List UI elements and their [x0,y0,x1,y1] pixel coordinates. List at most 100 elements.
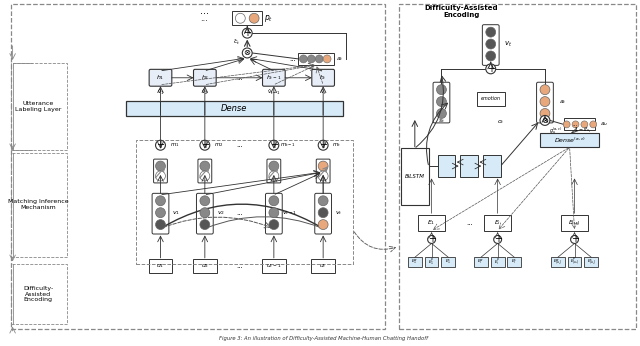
Bar [11,264,67,324]
Text: $1-tf_{u_t}$: $1-tf_{u_t}$ [575,126,593,135]
Circle shape [428,236,436,244]
Text: $E_1$: $E_1$ [428,218,436,227]
Text: Matching Inference
Mechanism: Matching Inference Mechanism [8,199,68,210]
Bar [193,259,217,273]
FancyBboxPatch shape [198,159,212,183]
Text: ...: ... [466,220,473,226]
Text: $h_1$: $h_1$ [156,73,164,82]
Text: $m_1$: $m_1$ [170,141,179,149]
Circle shape [243,48,252,58]
FancyBboxPatch shape [266,193,282,234]
Text: $\otimes$: $\otimes$ [541,116,549,125]
Bar [551,257,564,267]
Circle shape [436,109,446,118]
Circle shape [486,27,495,37]
Circle shape [540,109,550,118]
Bar [401,148,429,205]
Circle shape [200,161,210,171]
FancyBboxPatch shape [433,82,450,123]
Circle shape [540,97,550,107]
Bar [438,155,455,177]
Text: Difficulty-Assisted
Encoding: Difficulty-Assisted Encoding [424,5,498,18]
Circle shape [156,196,165,206]
Circle shape [269,220,279,229]
Circle shape [156,220,165,229]
Circle shape [318,220,328,229]
Circle shape [563,121,570,128]
Text: $v_2$: $v_2$ [216,209,225,217]
Text: Figure 3: An illustration of Difficulty-Assisted Machine-Human Chatting Handoff: Figure 3: An illustration of Difficulty-… [219,336,428,341]
Circle shape [200,196,210,206]
Bar [126,101,343,117]
Text: ...: ... [572,122,577,127]
Bar [418,215,445,230]
Circle shape [269,171,279,181]
Text: +: + [487,64,495,74]
FancyBboxPatch shape [536,82,554,123]
Bar [508,257,522,267]
Circle shape [318,196,328,206]
Text: +: + [157,140,164,150]
Text: ...: ... [200,14,208,23]
Text: $E_{|u_t|}^s$: $E_{|u_t|}^s$ [587,257,596,267]
FancyBboxPatch shape [154,159,168,183]
Bar [568,257,581,267]
Circle shape [249,13,259,23]
Bar [491,257,504,267]
Text: $m_2$: $m_2$ [214,141,223,149]
FancyBboxPatch shape [152,193,169,234]
Circle shape [269,161,279,171]
Bar [425,257,438,267]
FancyBboxPatch shape [312,69,335,86]
Circle shape [156,171,165,181]
Text: $E_1^s$: $E_1^s$ [445,258,451,267]
Bar [477,92,504,106]
Text: Utterance
Labeling Layer: Utterance Labeling Layer [15,101,61,112]
Text: $\hat{c}_t$: $\hat{c}_t$ [233,37,240,47]
FancyBboxPatch shape [262,69,285,86]
Circle shape [493,236,502,244]
Bar [584,257,598,267]
Text: Dense$^{(a,\varepsilon)}$: Dense$^{(a,\varepsilon)}$ [554,136,586,145]
Circle shape [318,161,328,171]
Text: $m_t$: $m_t$ [332,141,342,149]
FancyBboxPatch shape [193,69,216,86]
Circle shape [572,121,579,128]
Text: $u_2$: $u_2$ [201,262,209,270]
Bar [442,257,455,267]
Text: $h_{t-1}$: $h_{t-1}$ [266,73,282,82]
Text: ...: ... [236,142,243,148]
Text: $a_t$: $a_t$ [336,55,344,63]
FancyBboxPatch shape [196,193,213,234]
Text: $E_{|u_t|}$: $E_{|u_t|}$ [568,218,580,227]
Circle shape [318,140,328,150]
Text: +: + [270,140,278,150]
Circle shape [156,140,165,150]
Circle shape [581,121,588,128]
Bar [564,118,595,130]
Circle shape [200,220,210,229]
Text: $E_{|u_t|}^w$: $E_{|u_t|}^w$ [554,257,562,267]
Text: $\hat{v}_2$: $\hat{v}_2$ [201,88,209,98]
Bar [136,140,353,264]
Text: $o_t$: $o_t$ [497,118,504,126]
Bar [540,133,599,147]
Circle shape [436,97,446,107]
Text: $\hat{v}_t$: $\hat{v}_t$ [319,88,326,98]
Circle shape [243,28,252,38]
Bar [11,63,67,150]
Text: $s_t$: $s_t$ [438,118,445,125]
Text: +: + [201,140,209,150]
Text: $E_{|u_t|}^p$: $E_{|u_t|}^p$ [570,257,579,267]
Circle shape [540,116,550,125]
Text: $v_{t-1}$: $v_{t-1}$ [282,209,297,217]
Circle shape [300,55,307,63]
Text: $E_1^w$: $E_1^w$ [411,258,419,267]
Circle shape [156,208,165,218]
Circle shape [486,64,495,74]
Text: $g_u^{(a,\varepsilon)}$: $g_u^{(a,\varepsilon)}$ [549,125,563,136]
Circle shape [200,208,210,218]
Bar [11,4,385,329]
Text: $a_t$: $a_t$ [559,98,566,106]
Text: Dense: Dense [221,104,248,113]
